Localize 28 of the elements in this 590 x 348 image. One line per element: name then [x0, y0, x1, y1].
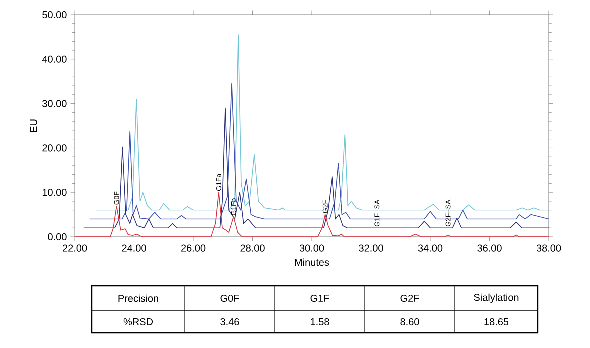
text: 1.58 — [311, 318, 330, 326]
y-tick-label: 30.00 — [42, 100, 67, 108]
text: G1F — [310, 294, 330, 302]
y-tick-label: 0.00 — [48, 233, 67, 241]
text: 8.60 — [400, 318, 420, 326]
y-tick-label: 20.00 — [42, 144, 67, 152]
x-tick-label: 36.00 — [478, 244, 502, 252]
y-tick-label: 40.00 — [42, 56, 67, 63]
x-tick-label: 30.00 — [300, 244, 324, 252]
text: G0F — [220, 294, 240, 302]
x-axis-title: Minutes — [295, 258, 330, 266]
text: %RSD — [124, 318, 154, 326]
x-tick-label: 28.00 — [240, 244, 265, 252]
text: G2F — [400, 294, 420, 302]
text: Precision — [118, 294, 158, 302]
text: 18.65 — [484, 318, 509, 326]
x-tick-label: 32.00 — [359, 244, 384, 252]
x-tick-label: 26.00 — [181, 244, 206, 252]
x-tick-label: 22.00 — [63, 244, 88, 252]
y-tick-label: 50.00 — [42, 11, 67, 19]
text: 3.46 — [220, 318, 240, 326]
x-tick-label: 24.00 — [122, 244, 146, 252]
y-tick-label: 10.00 — [42, 189, 67, 196]
line-series — [75, 192, 549, 237]
x-tick-label: 38.00 — [536, 244, 562, 252]
x-tick-label: 34.00 — [418, 244, 443, 252]
y-axis-title: EU — [30, 120, 38, 132]
text: Sialylation — [474, 294, 519, 304]
